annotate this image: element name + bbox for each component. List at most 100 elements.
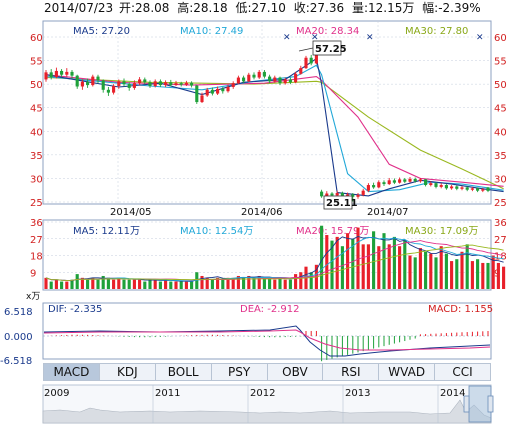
header-low: 27.10 [252, 1, 286, 15]
candle-body [283, 79, 287, 84]
candle-body [444, 185, 448, 189]
tab-kdj[interactable]: KDJ [100, 364, 156, 380]
volume-bar [392, 236, 396, 289]
macd-tick-zero: 0.000 [4, 332, 33, 343]
volume-bar [200, 275, 204, 289]
volume-bar [252, 277, 256, 289]
header-open: 28.08 [135, 1, 169, 15]
legend-ma10: MA10: 27.49 [180, 26, 243, 37]
candle-body [392, 180, 396, 183]
volume-tick-right: 36 [494, 218, 507, 229]
price-tick-left: 50 [30, 80, 43, 91]
candle-body [299, 68, 303, 74]
volume-bar [299, 272, 303, 289]
candle-body [247, 74, 251, 82]
tab-psy[interactable]: PSY [212, 364, 268, 380]
macd-dea: DEA: -2.912 [240, 304, 299, 315]
volume-tick-left: 27 [30, 235, 43, 246]
volume-bar [179, 281, 183, 289]
volume-bar [54, 279, 58, 289]
volume-bar [148, 279, 152, 289]
candle-body [65, 71, 69, 75]
macd-dif: DIF: -2.335 [48, 304, 102, 315]
volume-unit: x万 [26, 292, 40, 302]
volume-bar [257, 275, 261, 289]
volume-bar [236, 275, 240, 289]
volume-bar [346, 233, 350, 289]
tab-boll[interactable]: BOLL [156, 364, 212, 380]
tab-rsi[interactable]: RSI [323, 364, 380, 380]
candle-body [429, 183, 433, 186]
candle-body [80, 81, 84, 87]
volume-tick-right: 18 [494, 252, 507, 263]
volume-bar [377, 246, 381, 289]
ma20-line [45, 74, 504, 187]
tab-wvad[interactable]: WVAD [379, 364, 436, 380]
volume-bar [195, 272, 199, 289]
price-tick-left: 60 [30, 33, 43, 44]
overview-right-handle[interactable] [487, 395, 494, 413]
overview-left-handle[interactable] [463, 395, 470, 413]
volume-bar [476, 259, 480, 289]
candle-body [195, 85, 199, 103]
volume-ma-lines [45, 236, 504, 283]
price-tick-left: 25 [30, 198, 43, 209]
candle-body [320, 191, 324, 197]
candle-body [169, 82, 173, 86]
candle-body [325, 193, 329, 197]
low-marker-box [323, 195, 353, 210]
volume-bars [44, 225, 506, 289]
volume-bar [372, 231, 376, 289]
candle-body [106, 89, 110, 93]
volume-bar [403, 240, 407, 289]
event-marker-icon: ✕ [283, 33, 291, 43]
overview-year-2012: 2012 [250, 388, 275, 399]
price-tick-left: 35 [30, 151, 43, 162]
header-volume-label: 量: [352, 1, 368, 15]
volume-bar [496, 262, 500, 289]
volume-bar [164, 279, 168, 289]
x-label-2014-07: 2014/07 [367, 207, 409, 218]
candle-body [294, 73, 298, 83]
volume-bar [278, 277, 282, 289]
candle-body [450, 186, 454, 189]
price-tick-right: 50 [494, 80, 507, 91]
candle-body [236, 77, 240, 84]
header-close-label: 收: [294, 1, 310, 15]
volume-bar [424, 251, 428, 289]
candle-body [330, 193, 334, 196]
tab-cci[interactable]: CCI [452, 365, 473, 379]
volume-bar [221, 279, 225, 289]
overview-year-2011: 2011 [155, 388, 180, 399]
header-change-label: 幅: [422, 0, 438, 15]
volume-ma30-line [45, 244, 504, 281]
candle-body [216, 88, 220, 94]
candle-body [164, 82, 168, 86]
volume-bar [460, 251, 464, 289]
candle-body [190, 82, 194, 86]
candle-body [75, 75, 79, 87]
tab-obv[interactable]: OBV [268, 364, 324, 380]
volume-bar [190, 281, 194, 289]
volume-bar [444, 253, 448, 289]
price-tick-right: 30 [494, 174, 507, 185]
candle-body [158, 81, 162, 86]
volume-bar [335, 236, 339, 289]
vol-legend-ma20: MA20: 15.79万 [296, 226, 369, 237]
volume-bar [268, 277, 272, 289]
volume-bar [465, 244, 469, 289]
candle-body [309, 57, 313, 64]
volume-bar [70, 279, 74, 289]
candle-body [465, 187, 469, 190]
candle-body [60, 70, 64, 75]
x-label-2014-05: 2014/05 [110, 207, 152, 218]
vol-legend-ma10: MA10: 12.54万 [180, 226, 253, 237]
volume-bar [242, 277, 246, 289]
header-low-label: 低: [235, 1, 251, 15]
volume-tick-left: 18 [30, 252, 43, 263]
volume-bar [132, 279, 136, 289]
volume-bar [429, 253, 433, 289]
tab-macd[interactable]: MACD [44, 364, 100, 380]
volume-bar [418, 248, 422, 289]
volume-bar [80, 277, 84, 289]
